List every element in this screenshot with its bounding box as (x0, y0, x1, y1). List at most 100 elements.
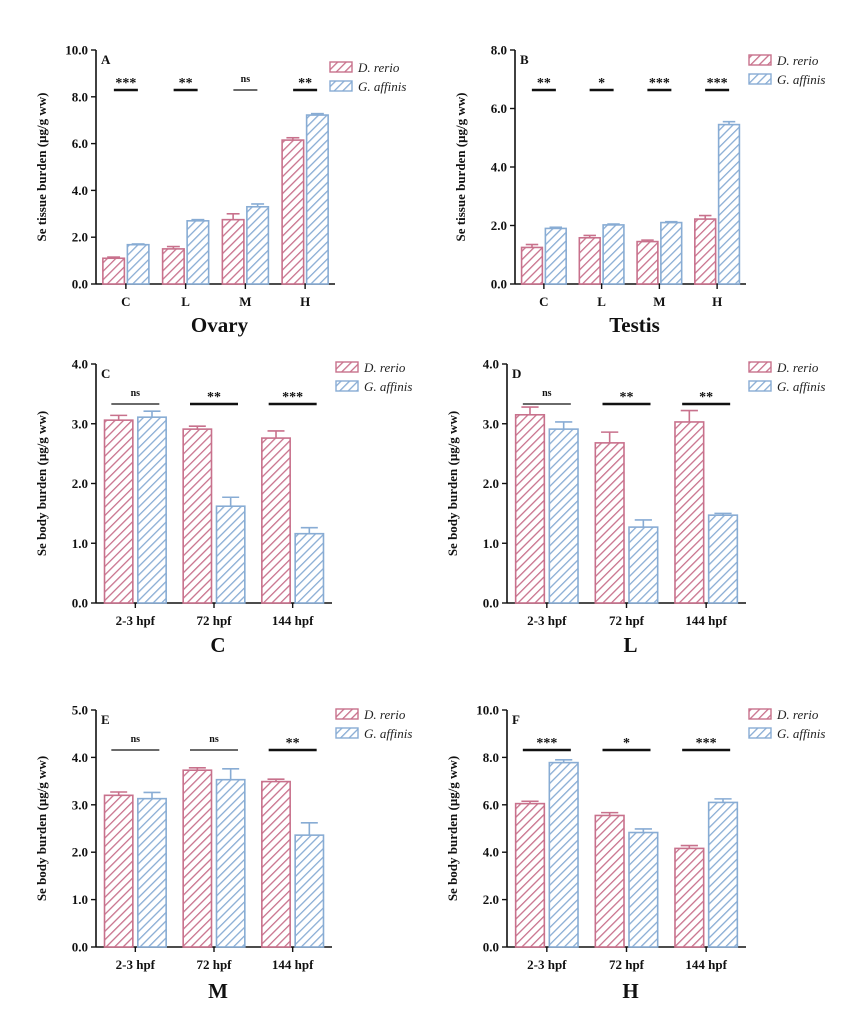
bar-g-affinis (294, 532, 325, 604)
y-axis-label: Se body burden (μg/g ww) (445, 411, 460, 556)
x-tick-label: L (181, 294, 190, 309)
bar-d-rerio (636, 240, 659, 285)
x-tick-label: 72 hpf (609, 613, 645, 628)
panel-e: 0.0 1.0 2.0 3.0 4.0 5.0 Se body burden (μg/g w… (34, 703, 412, 1004)
legend-label: G. affinis (777, 379, 825, 394)
legend-label: D. rerio (776, 53, 819, 68)
x-tick-label: 144 hpf (685, 613, 727, 628)
x-tick-label: M (653, 294, 665, 309)
panel-b: 0.0 2.0 4.0 6.0 8.0 Se tissue burden (μg/g ww… (453, 43, 825, 338)
bar-g-affinis (137, 416, 167, 604)
y-tick-label: 6.0 (491, 101, 507, 116)
y-axis-label: Se tissue burden (μg/g ww) (34, 93, 49, 242)
significance-label: *** (707, 76, 728, 91)
bar-g-affinis (246, 205, 270, 285)
bar-d-rerio (694, 218, 717, 285)
x-tick-label: 2-3 hpf (527, 957, 567, 972)
x-tick-label: 144 hpf (685, 957, 727, 972)
bar-g-affinis (707, 801, 739, 948)
legend-swatch (748, 380, 772, 392)
bar-g-affinis (548, 428, 579, 604)
significance-label: ** (207, 390, 221, 405)
legend-swatch (748, 727, 772, 739)
bar-d-rerio (674, 847, 705, 948)
y-tick-label: 4.0 (491, 160, 507, 175)
x-tick-label: L (597, 294, 606, 309)
legend-label: G. affinis (358, 79, 406, 94)
bar-g-affinis (186, 220, 210, 285)
bar-g-affinis (215, 778, 246, 948)
panel-title: Ovary (191, 313, 249, 337)
legend-swatch (335, 727, 359, 739)
significance-label: ** (298, 76, 312, 91)
y-tick-label: 0.0 (72, 940, 88, 955)
bar-d-rerio (261, 437, 291, 604)
bar-d-rerio (182, 769, 213, 948)
significance-label: ** (286, 736, 300, 751)
significance-label: * (598, 76, 605, 91)
panel-title: H (622, 979, 638, 1003)
bar-d-rerio (281, 139, 305, 285)
y-tick-label: 1.0 (72, 892, 88, 907)
x-tick-label: 72 hpf (609, 957, 645, 972)
y-tick-label: 8.0 (72, 89, 88, 104)
significance-label: *** (696, 736, 717, 751)
bar-g-affinis (305, 114, 329, 285)
x-tick-label: C (539, 294, 548, 309)
significance-label: *** (536, 736, 557, 751)
y-axis-label: Se body burden (μg/g ww) (34, 756, 49, 901)
significance-label: *** (282, 390, 303, 405)
legend-label: G. affinis (364, 379, 412, 394)
panel-f: 0.0 2.0 4.0 6.0 8.0 10.0 Se body burden (μg/g … (445, 703, 825, 1004)
significance-label: ns (131, 734, 141, 745)
bar-g-affinis (628, 526, 659, 604)
y-axis-label: Se body burden (μg/g ww) (445, 756, 460, 901)
significance-label: *** (649, 76, 670, 91)
y-tick-label: 4.0 (72, 357, 88, 372)
bar-g-affinis (215, 505, 246, 604)
legend-swatch (748, 708, 772, 720)
bar-g-affinis (628, 831, 659, 948)
x-tick-label: 72 hpf (196, 957, 232, 972)
legend-label: G. affinis (777, 72, 825, 87)
panel-title: M (208, 979, 228, 1003)
bar-d-rerio (261, 780, 291, 948)
bar-d-rerio (103, 794, 134, 948)
bar-g-affinis (707, 514, 739, 604)
bar-g-affinis (717, 123, 741, 285)
significance-label: ns (209, 734, 219, 745)
legend-label: D. rerio (776, 360, 819, 375)
bar-g-affinis (126, 243, 150, 285)
y-tick-label: 4.0 (483, 845, 499, 860)
significance-label: * (623, 736, 630, 751)
significance-label: ** (699, 390, 713, 405)
legend-label: G. affinis (777, 726, 825, 741)
bar-d-rerio (578, 236, 601, 285)
bar-d-rerio (102, 257, 126, 285)
significance-label: ** (620, 390, 634, 405)
y-tick-label: 3.0 (483, 416, 499, 431)
bar-d-rerio (182, 428, 213, 604)
bar-g-affinis (294, 834, 325, 948)
y-tick-label: 4.0 (483, 357, 499, 372)
x-tick-label: H (712, 294, 722, 309)
x-tick-label: 144 hpf (272, 957, 314, 972)
bar-d-rerio (594, 442, 625, 604)
bar-g-affinis (660, 221, 683, 285)
legend-swatch (329, 61, 353, 73)
x-tick-label: 144 hpf (272, 613, 314, 628)
legend-swatch (748, 73, 772, 85)
x-tick-label: 2-3 hpf (116, 613, 156, 628)
bar-d-rerio (514, 413, 546, 604)
y-tick-label: 0.0 (483, 596, 499, 611)
panel-a: 0.0 2.0 4.0 6.0 8.0 10.0 Se tissue burden (μg/… (34, 43, 406, 338)
y-tick-label: 0.0 (491, 277, 507, 292)
bar-d-rerio (674, 421, 705, 604)
bar-d-rerio (514, 802, 546, 948)
bar-g-affinis (544, 227, 567, 285)
y-tick-label: 10.0 (476, 703, 499, 718)
panel-d: 0.0 1.0 2.0 3.0 4.0 Se body burden (μg/g ww) D… (445, 357, 825, 658)
legend-label: G. affinis (364, 726, 412, 741)
x-tick-label: 2-3 hpf (527, 613, 567, 628)
y-tick-label: 0.0 (483, 940, 499, 955)
